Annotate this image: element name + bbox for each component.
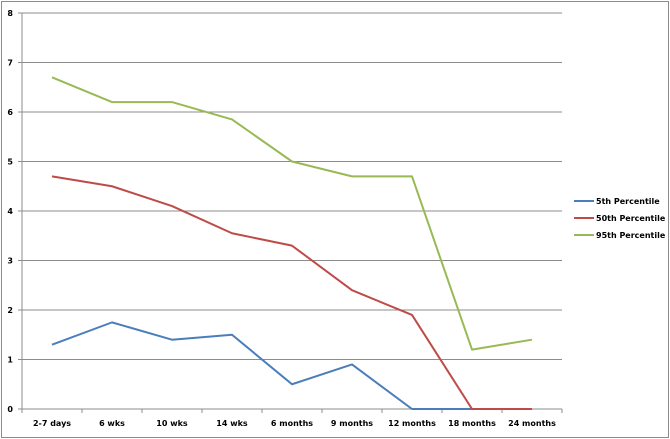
x-tick-label: 14 wks — [216, 419, 248, 428]
x-tick-label: 6 months — [271, 419, 313, 428]
x-tick-label: 6 wks — [99, 419, 125, 428]
y-tick-label: 8 — [7, 9, 13, 18]
x-tick-label: 24 months — [508, 419, 556, 428]
legend-label: 95th Percentile — [596, 231, 666, 240]
y-tick-label: 7 — [7, 59, 13, 68]
x-tick-label: 2-7 days — [33, 419, 71, 428]
y-tick-label: 1 — [7, 356, 13, 365]
series-line-0 — [51, 321, 532, 410]
x-tick-label: 10 wks — [156, 419, 188, 428]
legend-label: 50th Percentile — [596, 214, 666, 223]
y-tick-label: 2 — [7, 306, 13, 315]
x-tick-label: 12 months — [388, 419, 436, 428]
x-tick-label: 18 months — [448, 419, 496, 428]
legend-label: 5th Percentile — [596, 197, 660, 206]
y-tick-label: 5 — [7, 158, 13, 167]
y-tick-label: 3 — [7, 257, 13, 266]
series-line-2 — [51, 76, 533, 351]
x-tick-label: 9 months — [331, 419, 373, 428]
y-tick-label: 0 — [7, 405, 13, 414]
y-tick-label: 4 — [7, 207, 13, 216]
y-tick-label: 6 — [7, 108, 13, 117]
